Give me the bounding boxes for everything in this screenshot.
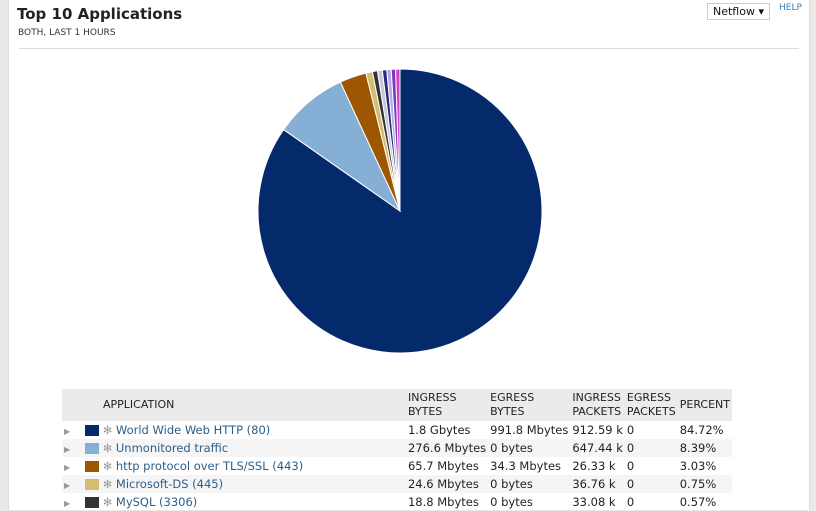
table-row: ▶ ✻ Microsoft-DS (445) 24.6 Mbytes 0 byt… [62,475,732,493]
expand-arrow-icon[interactable]: ▶ [64,481,71,490]
egress-packets: 0 [626,459,635,473]
egress-packets: 0 [624,439,678,457]
gear-icon[interactable]: ✻ [103,460,113,473]
col-ingress-bytes[interactable]: INGRESS BYTES [405,389,489,421]
divider [19,48,799,49]
egress-bytes: 991.8 Mbytes [490,423,569,437]
egress-bytes: 0 bytes [488,475,571,493]
ingress-bytes: 65.7 Mbytes [407,459,479,473]
ingress-packets: 26.33 k [572,459,616,473]
gear-icon[interactable]: ✻ [103,442,113,455]
page-title: Top 10 Applications [17,5,183,23]
ingress-packets: 33.08 k [572,495,616,509]
table-row: ▶ ✻ http protocol over TLS/SSL (443) 65.… [62,457,732,475]
col-percent[interactable]: PERCENT [677,389,732,421]
egress-bytes: 34.3 Mbytes [490,459,562,473]
egress-packets: 0 [626,423,635,437]
gear-icon[interactable]: ✻ [103,424,113,437]
ingress-packets: 647.44 k [570,439,625,457]
percent: 3.03% [679,459,717,473]
expand-arrow-icon[interactable]: ▶ [64,499,71,508]
color-swatch [85,443,100,454]
percent: 84.72% [679,423,724,437]
table-row: ▶ ✻ MySQL (3306) 18.8 Mbytes 0 bytes 33.… [62,493,732,511]
help-link[interactable]: HELP [779,3,802,13]
expand-arrow-icon[interactable]: ▶ [64,427,71,436]
application-link[interactable]: MySQL (3306) [115,495,198,509]
application-link[interactable]: http protocol over TLS/SSL (443) [115,459,304,473]
expand-arrow-icon[interactable]: ▶ [64,445,71,454]
color-swatch [85,479,100,490]
expand-arrow-icon[interactable]: ▶ [64,463,71,472]
table-row: ▶ ✻ Unmonitored traffic 276.6 Mbytes 0 b… [62,439,732,457]
col-egress-bytes[interactable]: EGRESS BYTES [488,389,571,421]
applications-table: APPLICATION INGRESS BYTES EGRESS BYTES I… [62,389,732,511]
egress-packets: 0 [626,495,635,509]
color-swatch [85,461,100,472]
ingress-bytes: 18.8 Mbytes [407,495,479,509]
percent: 0.57% [679,495,717,509]
source-select[interactable]: Netflow ▾ [707,3,770,20]
application-link[interactable]: World Wide Web HTTP (80) [115,423,271,437]
ingress-bytes: 1.8 Gbytes [407,423,471,437]
application-link[interactable]: Microsoft-DS (445) [115,477,224,491]
application-link[interactable]: Unmonitored traffic [115,441,229,455]
color-swatch [85,425,100,436]
egress-bytes: 0 bytes [488,439,571,457]
percent: 8.39% [677,439,732,457]
percent: 0.75% [677,475,732,493]
color-swatch [85,497,100,508]
ingress-bytes: 24.6 Mbytes [405,475,489,493]
egress-packets: 0 [624,475,678,493]
egress-bytes: 0 bytes [490,495,533,509]
pie-slice[interactable] [395,68,401,212]
gear-icon[interactable]: ✻ [103,478,113,491]
ingress-packets: 36.76 k [570,475,625,493]
gear-icon[interactable]: ✻ [103,496,113,509]
table-row: ▶ ✻ World Wide Web HTTP (80) 1.8 Gbytes … [62,421,732,439]
col-application[interactable]: APPLICATION [101,389,406,421]
col-ingress-packets[interactable]: INGRESS PACKETS [570,389,625,421]
subtitle: BOTH, LAST 1 HOURS [18,28,116,38]
pie-slice[interactable] [257,68,543,354]
col-egress-packets[interactable]: EGRESS PACKETS [624,389,678,421]
ingress-bytes: 276.6 Mbytes [405,439,489,457]
ingress-packets: 912.59 k [572,423,623,437]
